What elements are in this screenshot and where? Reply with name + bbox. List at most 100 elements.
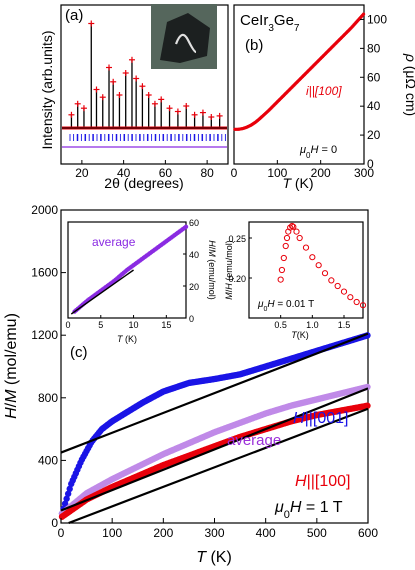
- inset-average-frame: [67, 221, 187, 319]
- panel-a-label: (a): [65, 7, 83, 24]
- data-point-H||[100]: [364, 402, 371, 409]
- panel-b: CeIr3Ge7 (b) i||[100] μ0H = 0 0 100 200 300…: [231, 4, 415, 191]
- inset-susceptibility-point: [293, 228, 300, 235]
- inset-average-y-tick-label: 20: [189, 282, 199, 292]
- data-point-H||[001]: [61, 500, 69, 507]
- panel-b-marks: [233, 12, 366, 131]
- inset-average-x-tick-label: 0: [65, 320, 70, 330]
- series-label-h100: H||[100]: [295, 473, 350, 490]
- inset-susceptibility: 0.5 1.0 1.5 0.20 0.25 μ0H = 0.01 T T(K) M/H…: [224, 221, 367, 340]
- panel-c-x-tick-label: 300: [204, 526, 224, 540]
- inset-susceptibility-point: [302, 244, 310, 251]
- panel-c-label: (c): [70, 344, 88, 361]
- data-point-H||[001]: [63, 495, 70, 502]
- inset-susceptibility-y-tick-label: 0.25: [228, 234, 246, 244]
- panel-a-marks: [62, 20, 227, 148]
- panel-c-y-tick-label: 800: [38, 391, 58, 405]
- inset-average-y-tick-label: 0: [189, 314, 194, 324]
- inset-susceptibility-point: [277, 276, 284, 283]
- panel-b-y-tick-label: 60: [367, 70, 381, 84]
- inset-susceptibility-x-ticks: 0.5 1.0 1.5: [274, 315, 350, 330]
- panel-c-y-ticks: 0 400 800 1200 1600 2000: [31, 203, 66, 530]
- panel-c-x-tick-label: 500: [307, 526, 327, 540]
- series-label-h001: H||[001]: [293, 410, 348, 427]
- inset-average-ylabel: H/M (emu/mol): [207, 240, 217, 300]
- panel-c-y-tick-label: 1600: [31, 266, 58, 280]
- panel-a-x-ticks: 20 40 60 80: [75, 160, 214, 180]
- inset-susceptibility-xlabel: T(K): [291, 330, 309, 340]
- inset-average: 0 5 10 15 0 20 40 60 average T (K) H/M (emu/mo…: [65, 218, 217, 344]
- inset-susceptibility-point: [280, 254, 287, 262]
- panel-a-x-tick-label: 20: [75, 166, 89, 180]
- panel-b-y-tick-label: 80: [367, 41, 381, 55]
- inset-average-x-ticks: 0 5 10 15: [65, 315, 171, 330]
- panel-c-x-ticks: 0 100 200 300 400 500 600: [58, 518, 378, 540]
- panel-c-x-tick-label: 400: [256, 526, 276, 540]
- panel-c: 0 100 200 300 400 500 600 0400800120016002000 …: [3, 203, 378, 566]
- panel-b-y-tick-label: 100: [367, 12, 387, 26]
- panel-a-frame: [60, 4, 229, 165]
- inset-susceptibility-ylabel: M/H (emu/mol): [224, 240, 234, 300]
- panel-b-xlabel: T (K): [282, 175, 313, 191]
- panel-c-y-tick-label: 1200: [31, 328, 58, 342]
- panel-b-y-ticks: 0 20 40 60 80 100: [360, 12, 387, 171]
- inset-average-x-tick-label: 5: [98, 320, 103, 330]
- curie-weiss-fit-line: [68, 407, 369, 525]
- panel-c-x-tick-label: 100: [102, 526, 122, 540]
- inset-susceptibility-y-ticks: 0.20 0.25: [228, 234, 252, 284]
- panel-a-x-tick-label: 80: [200, 166, 214, 180]
- panel-b-x-tick-label: 300: [354, 166, 374, 180]
- inset-susceptibility-point: [290, 223, 297, 230]
- inset-average-label: average: [92, 235, 136, 249]
- panel-c-ylabel: H/M (mol/emu): [3, 313, 20, 419]
- inset-susceptibility-point: [328, 277, 335, 284]
- inset-susceptibility-point: [309, 254, 316, 261]
- inset-average-y-ticks: 0 20 40 60: [183, 218, 199, 324]
- panel-b-x-ticks: 0 100 200 300: [231, 160, 374, 180]
- panel-c-xlabel: T (K): [196, 549, 232, 566]
- panel-c-y-tick-label: 0: [51, 516, 58, 530]
- panel-a-x-tick-label: 40: [117, 166, 131, 180]
- panel-c-x-tick-label: 200: [153, 526, 173, 540]
- inset-susceptibility-point: [340, 288, 348, 295]
- data-point-H||[001]: [66, 485, 73, 493]
- inset-susceptibility-point: [334, 282, 341, 290]
- panel-b-series-label: i||[100]: [306, 84, 342, 98]
- inset-susceptibility-point: [359, 302, 367, 309]
- inset-susceptibility-marks: [277, 222, 367, 309]
- panel-c-y-tick-label: 400: [38, 453, 58, 467]
- inset-susceptibility-annotation: μ0H = 0.01 T: [257, 299, 314, 313]
- inset-susceptibility-point: [296, 234, 303, 242]
- panel-c-y-tick-label: 2000: [31, 203, 58, 217]
- panel-b-label: (b): [245, 37, 263, 54]
- panel-b-ylabel: ρ (μΩ cm): [403, 53, 415, 116]
- inset-susceptibility-point: [353, 298, 360, 306]
- panel-c-marks: [58, 332, 371, 525]
- inset-average-x-tick-label: 10: [129, 320, 139, 330]
- inset-susceptibility-point: [283, 234, 291, 242]
- inset-susceptibility-x-tick-label: 1.0: [306, 320, 319, 330]
- panel-a-x-tick-label: 60: [159, 166, 173, 180]
- panel-a: (a) 20 40 60 80 2θ (degrees) Intensity (arb…: [39, 4, 229, 191]
- inset-susceptibility-point: [347, 294, 354, 301]
- panel-b-y-tick-label: 20: [367, 128, 381, 142]
- panel-b-x-tick-label: 100: [267, 166, 287, 180]
- sample-crystal: [160, 13, 210, 63]
- inset-susceptibility-x-tick-label: 0.5: [274, 320, 287, 330]
- panel-c-x-tick-label: 600: [358, 526, 378, 540]
- panel-a-xlabel: 2θ (degrees): [104, 175, 183, 191]
- inset-susceptibility-y-tick-label: 0.20: [228, 274, 246, 284]
- panel-c-annotation: μ0H = 1 T: [274, 499, 343, 521]
- panel-b-x-tick-label: 0: [231, 166, 238, 180]
- panel-b-annotation: μ0H = 0: [299, 144, 337, 160]
- inset-susceptibility-point: [278, 266, 286, 274]
- series-label-average: average: [227, 432, 281, 449]
- panel-b-compound: CeIr3Ge7: [240, 12, 300, 34]
- inset-susceptibility-point: [282, 242, 289, 250]
- panel-b-frame: [233, 4, 365, 165]
- inset-susceptibility-point: [315, 262, 322, 269]
- inset-susceptibility-point: [321, 270, 329, 277]
- inset-average-xlabel: T (K): [117, 334, 137, 344]
- inset-average-point: [183, 224, 189, 229]
